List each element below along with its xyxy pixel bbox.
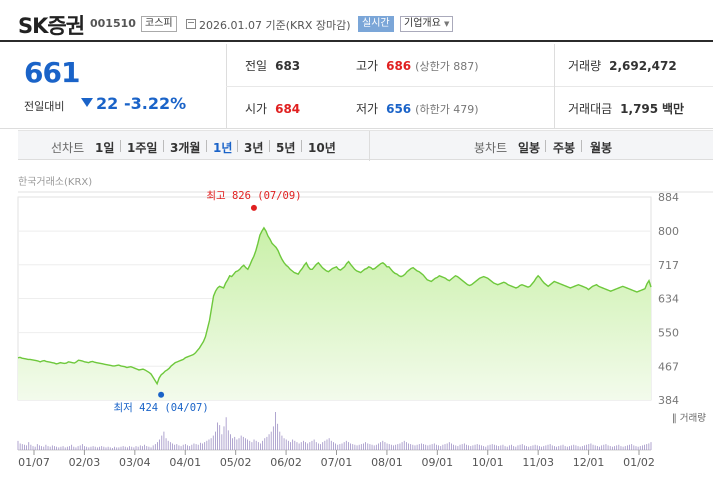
x-tick-label: 01/07 bbox=[18, 456, 50, 469]
current-price: 661 bbox=[24, 56, 80, 89]
stock-header: SK증권 001510 코스피 2026.01.07 기준(KRX 장마감) 실… bbox=[0, 0, 713, 42]
stat-label: 거래대금 bbox=[568, 102, 613, 116]
upper-limit: (상한가 887) bbox=[415, 60, 479, 73]
high-marker bbox=[250, 204, 257, 211]
price-area bbox=[18, 227, 651, 400]
stat-unit: 백만 bbox=[661, 102, 685, 116]
period-3m[interactable]: 3개월 bbox=[170, 141, 201, 155]
separator bbox=[269, 140, 270, 152]
stat-volume: 거래량 2,692,472 bbox=[568, 57, 677, 74]
stat-label: 저가 bbox=[356, 102, 379, 116]
divider bbox=[226, 86, 713, 87]
y-tick-label: 384 bbox=[658, 394, 679, 407]
high-label: 최고 826 (07/09) bbox=[206, 190, 301, 202]
data-source: 한국거래소(KRX) bbox=[18, 177, 93, 188]
x-tick-label: 04/01 bbox=[169, 456, 201, 469]
candle-weekly[interactable]: 주봉 bbox=[553, 141, 576, 155]
current-price-box: 661 전일대비 22 -3.22% bbox=[18, 44, 218, 129]
market-badge: 코스피 bbox=[141, 16, 177, 32]
x-tick-label: 07/01 bbox=[321, 456, 353, 469]
stat-label: 거래량 bbox=[568, 59, 602, 73]
x-tick-label: 03/04 bbox=[119, 456, 151, 469]
y-tick-label: 467 bbox=[658, 360, 679, 373]
y-tick-label: 884 bbox=[658, 191, 679, 204]
company-overview-button[interactable]: 기업개요 ▼ bbox=[400, 16, 454, 32]
y-tick-label: 550 bbox=[658, 327, 679, 340]
x-tick-label: 10/01 bbox=[472, 456, 504, 469]
stat-label: 전일 bbox=[245, 59, 268, 73]
change-percent: -3.22% bbox=[124, 94, 187, 113]
divider bbox=[369, 131, 370, 161]
y-tick-label: 717 bbox=[658, 259, 679, 272]
stock-name: SK증권 bbox=[18, 14, 85, 38]
separator bbox=[545, 140, 546, 152]
realtime-button[interactable]: 실시간 bbox=[358, 16, 394, 32]
volume-label: ‖ 거래량 bbox=[672, 412, 706, 424]
candle-chart-label: 봉차트 bbox=[474, 141, 508, 155]
y-tick-label: 800 bbox=[658, 225, 679, 238]
stat-prev-close: 전일 683 bbox=[245, 57, 300, 74]
period-1d[interactable]: 1일 bbox=[95, 141, 115, 155]
separator bbox=[120, 140, 121, 152]
change-value: 22 bbox=[96, 94, 119, 113]
period-5y[interactable]: 5년 bbox=[276, 141, 296, 155]
stat-amount: 거래대금 1,795 백만 bbox=[568, 100, 684, 117]
x-tick-label: 02/03 bbox=[69, 456, 101, 469]
stat-value: 686 bbox=[386, 59, 412, 73]
period-3y[interactable]: 3년 bbox=[244, 141, 264, 155]
x-tick-label: 01/02 bbox=[623, 456, 655, 469]
period-1w[interactable]: 1주일 bbox=[127, 141, 158, 155]
stat-value: 656 bbox=[386, 102, 412, 116]
stock-code: 001510 bbox=[90, 17, 136, 30]
line-chart-label: 선차트 bbox=[51, 141, 85, 155]
price-info: 661 전일대비 22 -3.22% 전일 683 시가 684 고가 686 (상한가… bbox=[0, 44, 713, 129]
divider bbox=[554, 44, 555, 129]
lower-limit: (하한가 479) bbox=[415, 103, 479, 116]
candle-monthly[interactable]: 월봉 bbox=[590, 141, 613, 155]
separator bbox=[237, 140, 238, 152]
price-chart: 884 800 717 634 550 467 384 최고 826 (07/09) 최저 42… bbox=[17, 190, 713, 469]
chevron-down-icon: ▼ bbox=[444, 20, 450, 28]
x-tick-label: 09/01 bbox=[421, 456, 453, 469]
stat-value: 1,795 bbox=[620, 102, 659, 116]
separator bbox=[301, 140, 302, 152]
x-tick-label: 11/03 bbox=[522, 456, 554, 469]
stat-open: 시가 684 bbox=[245, 100, 300, 117]
stat-high: 고가 686 (상한가 887) bbox=[356, 57, 479, 74]
chart-period-bar: 선차트 1일 1주일 3개월 1년 3년 5년 10년 봉차트 일봉 주봉 월봉 bbox=[18, 130, 713, 161]
stat-value: 683 bbox=[275, 59, 301, 73]
separator bbox=[206, 140, 207, 152]
x-tick-label: 12/01 bbox=[573, 456, 605, 469]
base-date: 2026.01.07 기준(KRX 장마감) bbox=[199, 19, 351, 32]
stat-low: 저가 656 (하한가 479) bbox=[356, 100, 479, 117]
price-line bbox=[17, 226, 652, 386]
stat-value: 2,692,472 bbox=[609, 59, 677, 73]
stat-value: 684 bbox=[275, 102, 301, 116]
separator bbox=[581, 140, 582, 152]
period-10y[interactable]: 10년 bbox=[308, 141, 336, 155]
x-tick-label: 05/02 bbox=[220, 456, 252, 469]
stat-label: 고가 bbox=[356, 59, 379, 73]
x-tick-label: 06/02 bbox=[270, 456, 302, 469]
company-overview-label: 기업개요 bbox=[404, 18, 441, 29]
low-marker bbox=[158, 391, 165, 398]
x-tick-label: 08/01 bbox=[371, 456, 403, 469]
calendar-icon bbox=[186, 19, 196, 29]
down-arrow-icon bbox=[81, 98, 93, 107]
candle-daily[interactable]: 일봉 bbox=[518, 141, 541, 155]
y-tick-label: 634 bbox=[658, 293, 679, 306]
low-label: 최저 424 (04/07) bbox=[114, 402, 209, 414]
stat-label: 시가 bbox=[245, 102, 268, 116]
change-label: 전일대비 bbox=[24, 100, 65, 113]
separator bbox=[163, 140, 164, 152]
period-1y[interactable]: 1년 bbox=[213, 141, 233, 155]
